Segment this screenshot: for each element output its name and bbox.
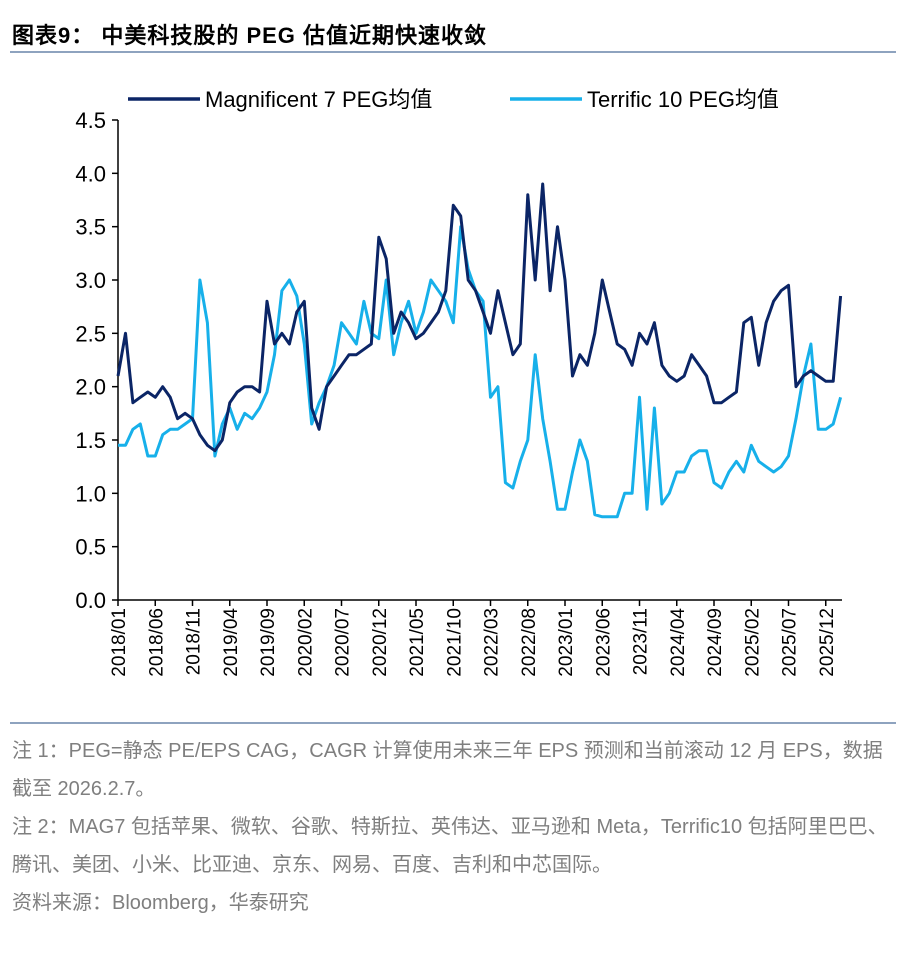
x-tick-label: 2025/02: [742, 608, 763, 677]
source: 资料来源：Bloomberg，华泰研究: [12, 892, 309, 914]
x-tick-label: 2020/12: [370, 608, 391, 677]
y-tick-label: 3.0: [75, 268, 106, 293]
y-tick-label: 2.5: [75, 321, 106, 346]
y-tick-label: 4.0: [75, 161, 106, 186]
y-tick-label: 1.5: [75, 428, 106, 453]
legend-label: Terrific 10 PEG均值: [587, 87, 779, 112]
note-1: 注 1：PEG=静态 PE/EPS CAG，CAGR 计算使用未来三年 EPS …: [12, 740, 883, 800]
x-tick-label: 2018/01: [109, 608, 130, 677]
series-line-magnificent-7: [116, 182, 843, 453]
y-tick-label: 2.0: [75, 375, 106, 400]
x-tick-label: 2021/10: [444, 608, 465, 677]
x-tick-label: 2023/11: [631, 608, 652, 675]
x-tick-label: 2019/09: [258, 608, 279, 677]
y-tick-label: 3.5: [75, 215, 106, 240]
legend-label: Magnificent 7 PEG均值: [205, 87, 432, 112]
x-tick-label: 2018/11: [184, 608, 205, 675]
x-tick-label: 2019/04: [221, 608, 242, 677]
x-tick-label: 2023/01: [556, 608, 577, 677]
figure-title: 图表9： 中美科技股的 PEG 估值近期快速收敛: [12, 23, 488, 48]
x-tick-label: 2020/07: [333, 608, 354, 677]
x-tick-label: 2022/03: [482, 608, 503, 677]
series-line-terrific-10: [118, 225, 843, 519]
notes: 注 1：PEG=静态 PE/EPS CAG，CAGR 计算使用未来三年 EPS …: [12, 732, 898, 922]
x-tick-label: 2022/08: [519, 608, 540, 677]
y-tick-label: 0.5: [75, 535, 106, 560]
y-tick-label: 1.0: [75, 481, 106, 506]
note-2: 注 2：MAG7 包括苹果、微软、谷歌、特斯拉、英伟达、亚马逊和 Meta，Te…: [12, 816, 888, 876]
x-tick-label: 2018/06: [146, 608, 167, 677]
x-tick-label: 2025/12: [817, 608, 838, 677]
peg-line-chart: 0.0 0.5 1.0 1.5 2.0 2.5 3.0 3.5 4.0 4.5 2018/01 201…: [75, 87, 843, 677]
title-divider: [10, 51, 896, 53]
x-tick-label: 2025/07: [780, 608, 801, 677]
x-tick-label: 2024/04: [668, 608, 689, 677]
notes-divider: [10, 722, 896, 724]
x-tick-label: 2020/02: [295, 608, 316, 677]
y-tick-label: 4.5: [75, 108, 106, 133]
x-tick-label: 2023/06: [593, 608, 614, 677]
x-tick-label: 2024/09: [705, 608, 726, 677]
y-tick-label: 0.0: [75, 588, 106, 613]
x-tick-label: 2021/05: [407, 608, 428, 677]
